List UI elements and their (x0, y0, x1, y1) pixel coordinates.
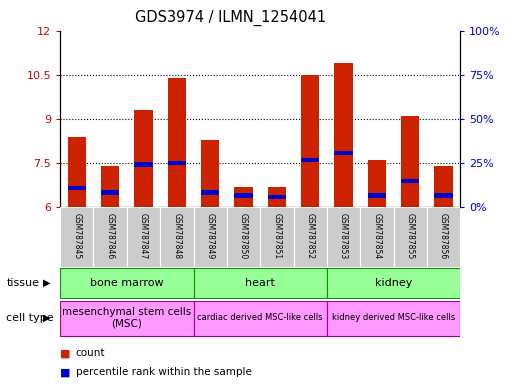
Text: GSM787846: GSM787846 (106, 213, 115, 259)
Bar (401, 179, 419, 183)
Bar (301, 75, 320, 207)
Text: GSM787854: GSM787854 (372, 213, 381, 259)
Text: ▶: ▶ (43, 278, 50, 288)
Bar (94, 207, 127, 267)
Bar (435, 194, 453, 198)
Bar (194, 268, 327, 298)
Bar (301, 158, 320, 162)
Bar (334, 151, 353, 155)
Bar (368, 194, 386, 198)
Bar (427, 207, 460, 267)
Text: GSM787848: GSM787848 (173, 213, 181, 259)
Bar (134, 110, 153, 207)
Bar (327, 301, 460, 336)
Text: count: count (76, 348, 105, 358)
Text: cardiac derived MSC-like cells: cardiac derived MSC-like cells (197, 313, 323, 323)
Bar (201, 190, 219, 195)
Bar (194, 207, 227, 267)
Bar (168, 161, 186, 166)
Text: GSM787853: GSM787853 (339, 213, 348, 259)
Text: GSM787851: GSM787851 (272, 213, 281, 259)
Bar (268, 195, 286, 199)
Text: heart: heart (245, 278, 275, 288)
Text: GSM787852: GSM787852 (306, 213, 315, 259)
Text: percentile rank within the sample: percentile rank within the sample (76, 367, 252, 377)
Bar (60, 301, 194, 336)
Bar (67, 137, 86, 207)
Text: GSM787845: GSM787845 (72, 213, 81, 259)
Text: kidney derived MSC-like cells: kidney derived MSC-like cells (332, 313, 455, 323)
Text: GSM787850: GSM787850 (239, 213, 248, 259)
Bar (160, 207, 194, 267)
Text: GSM787855: GSM787855 (406, 213, 415, 259)
Text: GSM787856: GSM787856 (439, 213, 448, 259)
Text: cell type: cell type (6, 313, 54, 323)
Bar (194, 301, 327, 336)
Bar (67, 186, 86, 190)
Bar (327, 268, 460, 298)
Text: GDS3974 / ILMN_1254041: GDS3974 / ILMN_1254041 (134, 10, 326, 26)
Bar (293, 207, 327, 267)
Text: tissue: tissue (6, 278, 39, 288)
Text: mesenchymal stem cells
(MSC): mesenchymal stem cells (MSC) (62, 307, 191, 329)
Bar (334, 63, 353, 207)
Bar (234, 187, 253, 207)
Bar (368, 160, 386, 207)
Text: kidney: kidney (375, 278, 412, 288)
Bar (401, 116, 419, 207)
Bar (134, 162, 153, 167)
Bar (360, 207, 393, 267)
Text: bone marrow: bone marrow (90, 278, 164, 288)
Bar (101, 166, 119, 207)
Bar (101, 190, 119, 195)
Bar (234, 194, 253, 198)
Bar (168, 78, 186, 207)
Bar (435, 166, 453, 207)
Text: ■: ■ (60, 348, 71, 358)
Bar (60, 207, 94, 267)
Bar (227, 207, 260, 267)
Text: GSM787849: GSM787849 (206, 213, 214, 259)
Text: ▶: ▶ (43, 313, 50, 323)
Bar (201, 140, 219, 207)
Bar (127, 207, 160, 267)
Text: ■: ■ (60, 367, 71, 377)
Bar (260, 207, 293, 267)
Bar (327, 207, 360, 267)
Bar (60, 268, 194, 298)
Bar (268, 187, 286, 207)
Bar (394, 207, 427, 267)
Text: GSM787847: GSM787847 (139, 213, 148, 259)
